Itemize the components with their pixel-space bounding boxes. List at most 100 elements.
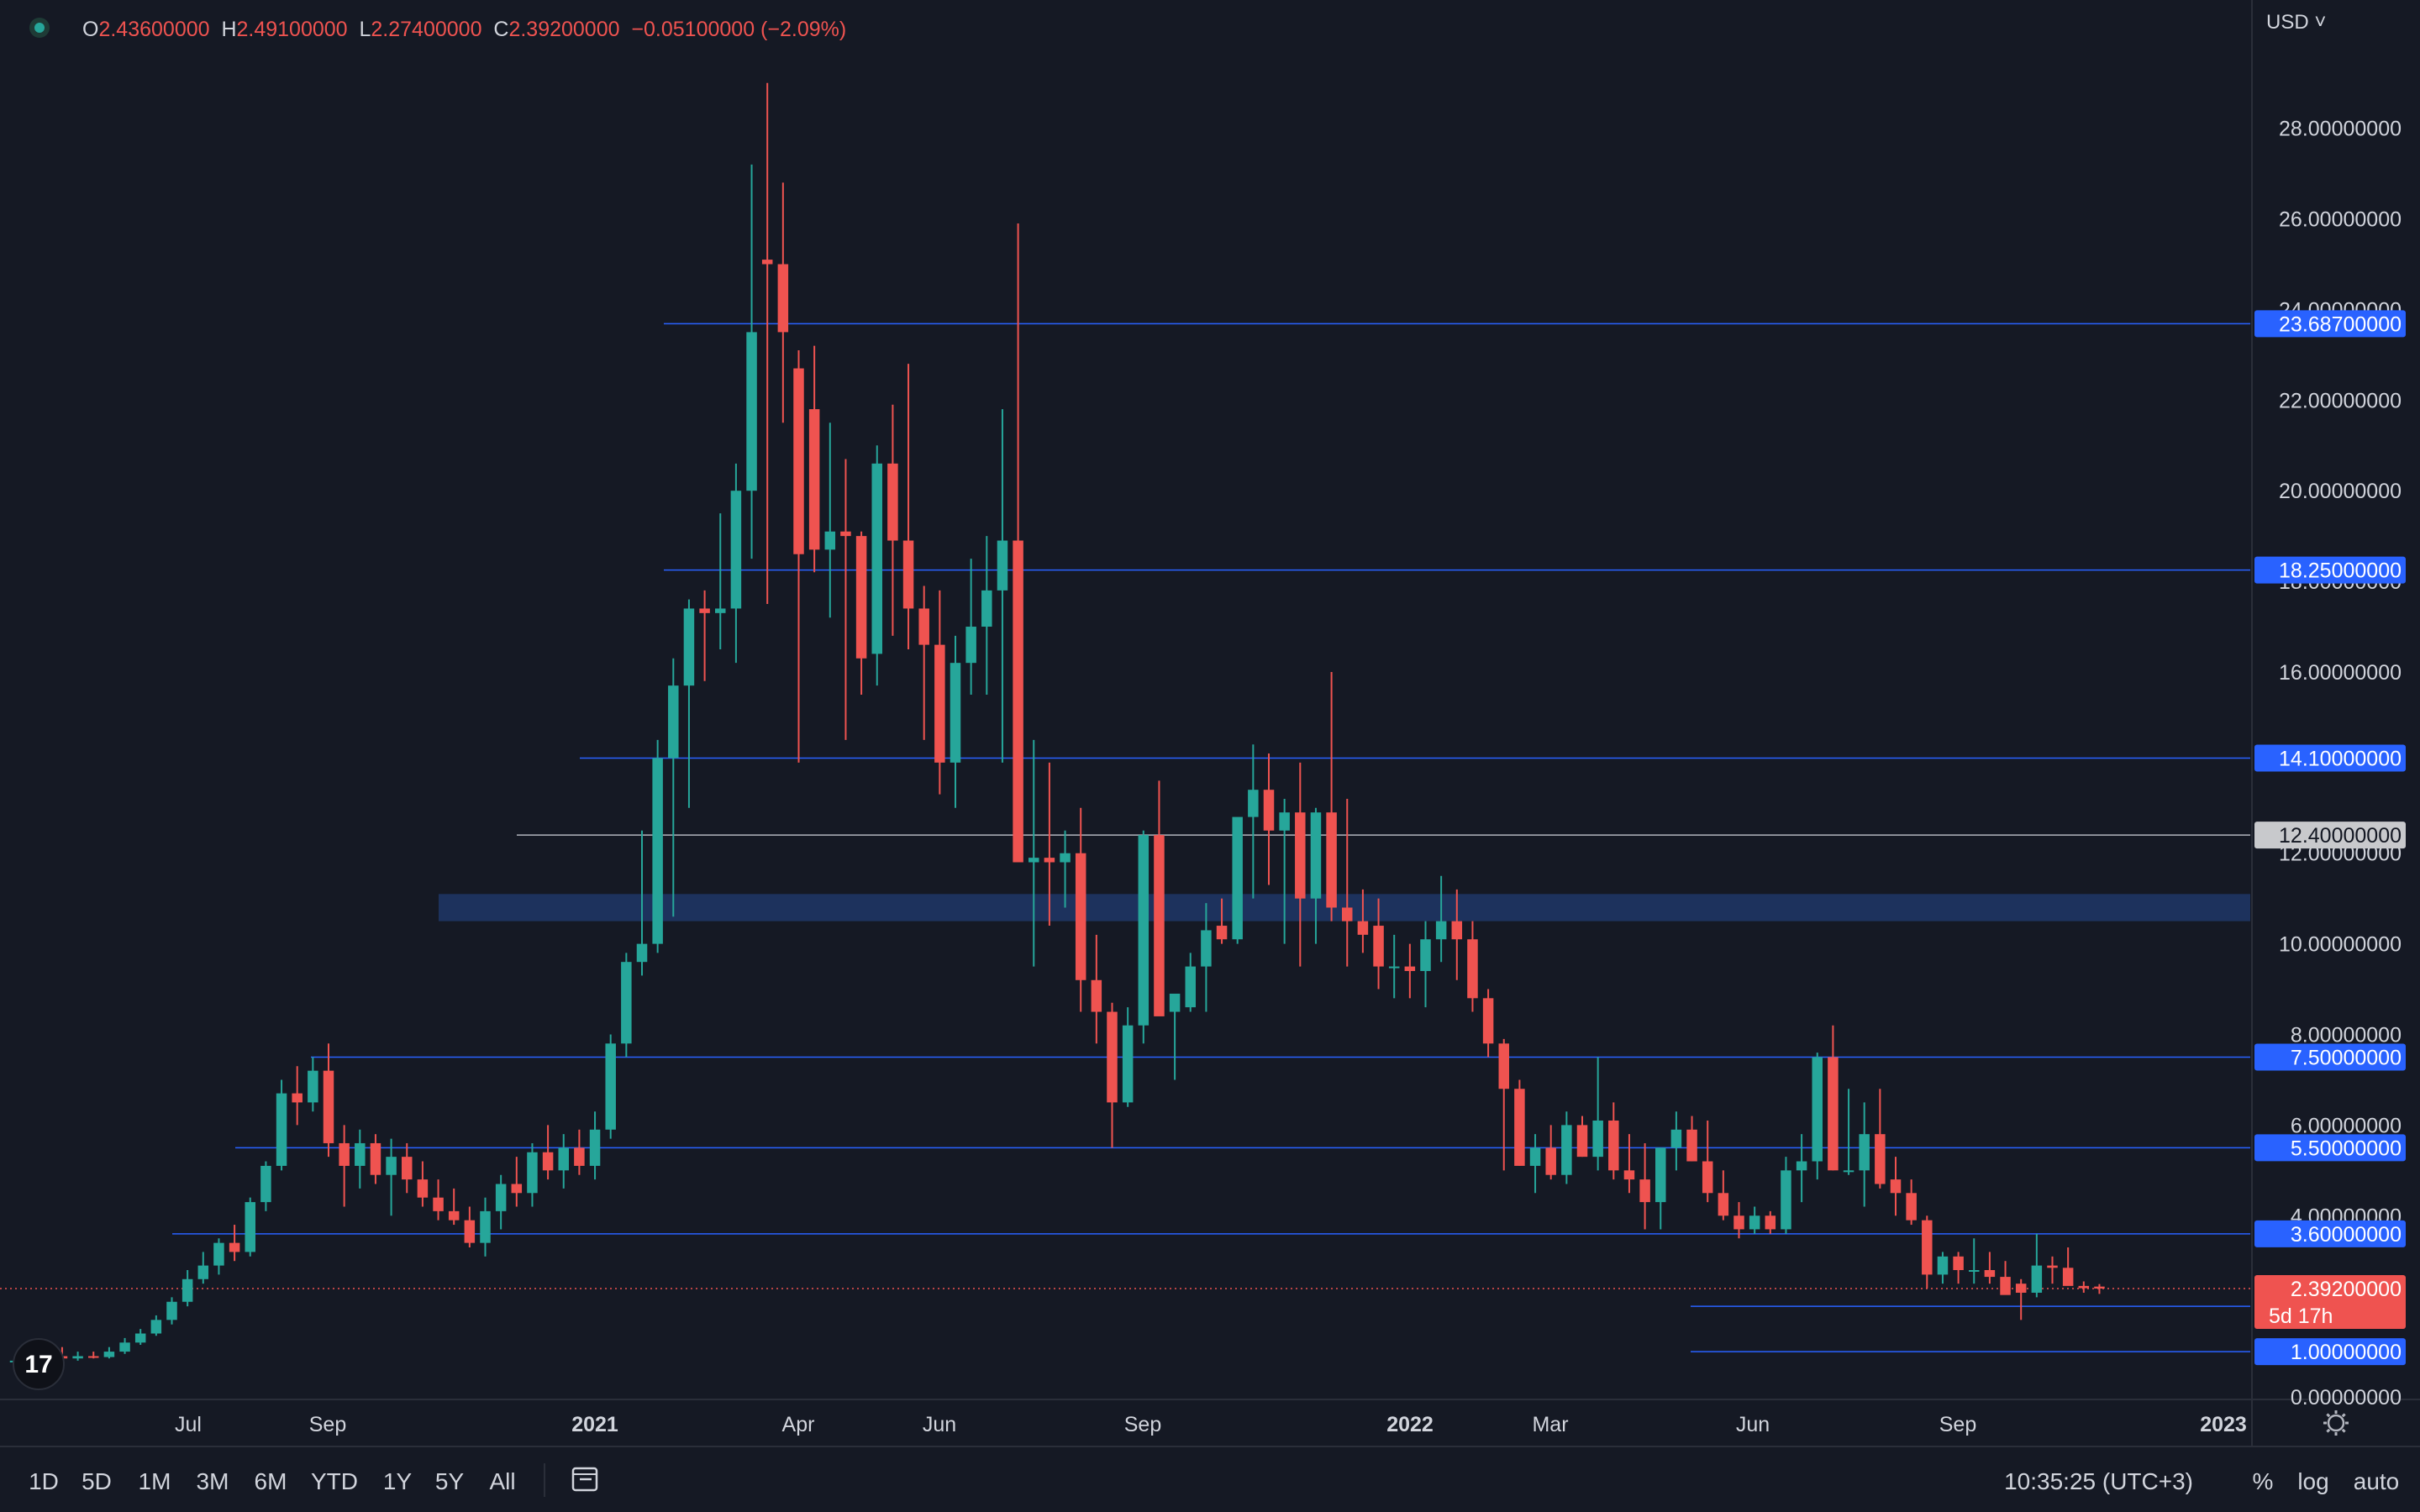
candle[interactable]: [511, 1157, 523, 1207]
candle[interactable]: [1013, 223, 1023, 863]
candle[interactable]: [840, 459, 851, 740]
candle[interactable]: [1451, 889, 1463, 980]
candle[interactable]: [229, 1225, 240, 1262]
range-button-ytd[interactable]: YTD: [311, 1468, 358, 1494]
candle[interactable]: [1749, 1206, 1760, 1234]
candle[interactable]: [1796, 1134, 1807, 1203]
candle[interactable]: [448, 1188, 460, 1226]
candle[interactable]: [1953, 1252, 1964, 1284]
candle[interactable]: [1091, 934, 1102, 1044]
candle[interactable]: [480, 1197, 491, 1257]
candle[interactable]: [1576, 1116, 1588, 1158]
candle[interactable]: [464, 1206, 476, 1248]
candle[interactable]: [417, 1161, 429, 1207]
tradingview-logo[interactable]: 17: [13, 1338, 65, 1390]
candle[interactable]: [1201, 903, 1212, 1012]
candle[interactable]: [1435, 875, 1447, 963]
range-button-6m[interactable]: 6M: [255, 1468, 287, 1494]
range-button-1y[interactable]: 1Y: [383, 1468, 413, 1494]
range-button-5d[interactable]: 5D: [82, 1468, 112, 1494]
date-range-icon[interactable]: [571, 1467, 598, 1492]
candle[interactable]: [292, 1066, 302, 1126]
candle[interactable]: [902, 364, 914, 649]
candle[interactable]: [213, 1238, 224, 1275]
candle[interactable]: [1812, 1053, 1823, 1180]
candle[interactable]: [1122, 1007, 1134, 1107]
candle[interactable]: [871, 445, 883, 686]
candle[interactable]: [72, 1352, 83, 1361]
candle[interactable]: [182, 1269, 193, 1307]
x-axis[interactable]: Jul Sep 2021 Apr Jun Sep 2022 Mar Jun Sep 2023: [175, 1410, 2349, 1436]
candle[interactable]: [1420, 921, 1431, 1008]
range-button-5y[interactable]: 5Y: [435, 1468, 465, 1494]
range-button-1d[interactable]: 1D: [29, 1468, 59, 1494]
candle[interactable]: [1326, 671, 1337, 921]
candle[interactable]: [1843, 1089, 1854, 1175]
candle[interactable]: [2047, 1256, 2058, 1284]
candle[interactable]: [245, 1197, 256, 1257]
candle[interactable]: [761, 82, 773, 605]
candle[interactable]: [668, 658, 679, 917]
candle[interactable]: [1781, 1157, 1791, 1234]
candle[interactable]: [1718, 1170, 1729, 1221]
candle[interactable]: [1232, 816, 1243, 944]
candle[interactable]: [1107, 1002, 1118, 1148]
candle[interactable]: [2078, 1281, 2090, 1293]
candle[interactable]: [1514, 1079, 1525, 1166]
candle[interactable]: [2094, 1284, 2105, 1294]
candle[interactable]: [981, 536, 992, 695]
candle[interactable]: [824, 423, 836, 618]
candle[interactable]: [1765, 1210, 1776, 1234]
candle[interactable]: [1216, 898, 1228, 944]
candle[interactable]: [1169, 993, 1181, 1080]
candle[interactable]: [1404, 943, 1416, 999]
candle[interactable]: [402, 1142, 413, 1194]
currency-selector[interactable]: USD ˅: [2266, 11, 2326, 34]
candle[interactable]: [1859, 1102, 1870, 1207]
candle[interactable]: [715, 513, 726, 649]
candle[interactable]: [88, 1352, 99, 1359]
candle[interactable]: [950, 635, 961, 808]
candle[interactable]: [1686, 1116, 1697, 1162]
candle[interactable]: [1875, 1089, 1886, 1189]
candle[interactable]: [1310, 807, 1322, 944]
candle[interactable]: [730, 463, 742, 664]
candle[interactable]: [855, 531, 867, 695]
candle[interactable]: [887, 404, 898, 636]
candle[interactable]: [323, 1043, 334, 1158]
candle[interactable]: [1937, 1252, 1949, 1284]
candle[interactable]: [621, 953, 632, 1058]
candle[interactable]: [1373, 898, 1384, 990]
candle[interactable]: [1922, 1215, 1933, 1289]
candle[interactable]: [166, 1297, 177, 1325]
candle[interactable]: [683, 599, 695, 808]
candle[interactable]: [1561, 1111, 1572, 1184]
candle[interactable]: [1608, 1102, 1619, 1180]
candle[interactable]: [495, 1174, 507, 1230]
candle[interactable]: [103, 1347, 115, 1359]
candle[interactable]: [1482, 989, 1494, 1058]
candle[interactable]: [652, 739, 663, 953]
candle[interactable]: [1592, 1057, 1603, 1171]
candle[interactable]: [1342, 799, 1353, 967]
candle[interactable]: [558, 1134, 570, 1189]
candle[interactable]: [260, 1161, 271, 1211]
candle[interactable]: [934, 590, 945, 795]
candle[interactable]: [2062, 1247, 2074, 1286]
candle[interactable]: [1138, 830, 1150, 1044]
candle[interactable]: [1467, 921, 1478, 1012]
candle[interactable]: [1655, 1147, 1666, 1230]
candle[interactable]: [276, 1079, 287, 1171]
candle[interactable]: [355, 1129, 366, 1189]
candle[interactable]: [134, 1329, 146, 1345]
candle[interactable]: [777, 182, 789, 423]
candle[interactable]: [308, 1057, 318, 1112]
range-button-1m[interactable]: 1M: [139, 1468, 171, 1494]
log-toggle[interactable]: log: [2297, 1468, 2328, 1494]
candle[interactable]: [1828, 1025, 1839, 1171]
candle[interactable]: [1969, 1238, 1980, 1284]
candle[interactable]: [1906, 1179, 1917, 1226]
candle[interactable]: [1702, 1120, 1713, 1203]
candle[interactable]: [574, 1129, 585, 1175]
